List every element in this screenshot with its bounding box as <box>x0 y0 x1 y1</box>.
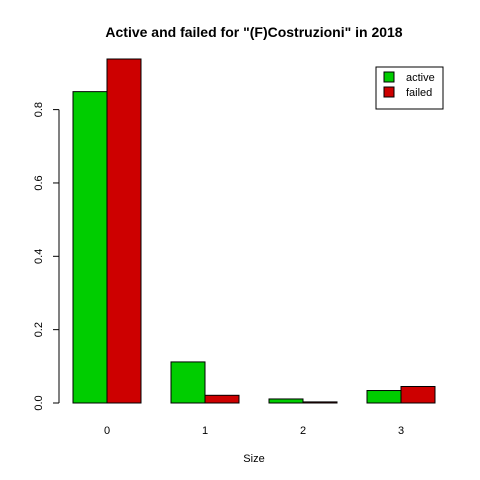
x-axis-label: Size <box>243 453 264 465</box>
bar-failed-2 <box>302 401 338 404</box>
bar-active-3 <box>366 390 402 404</box>
y-tick-label: 0.0 <box>33 395 45 410</box>
bar-active-2 <box>268 398 304 404</box>
bar-active-1 <box>170 361 206 404</box>
y-tick-label: 0.6 <box>33 175 45 190</box>
y-axis: 0.0 0.2 0.4 0.6 0.8 <box>33 102 60 411</box>
bars-layer <box>72 58 436 404</box>
y-tick-label: 0.2 <box>33 322 45 337</box>
bar-failed-0 <box>106 58 142 404</box>
legend-label-failed: failed <box>406 87 432 99</box>
y-tick-label: 0.4 <box>33 249 45 264</box>
legend: active failed <box>375 66 444 110</box>
legend-swatch-active <box>383 71 395 83</box>
x-tick-label-1: 1 <box>202 425 208 437</box>
x-tick-label-3: 3 <box>398 425 404 437</box>
legend-label-active: active <box>406 72 435 84</box>
y-tick-label: 0.8 <box>33 102 45 117</box>
legend-swatch-failed <box>383 86 395 98</box>
x-axis: 0 1 2 3 <box>104 425 404 437</box>
bar-failed-1 <box>204 394 240 404</box>
chart-title: Active and failed for "(F)Costruzioni" i… <box>105 24 402 40</box>
bar-failed-3 <box>400 385 436 404</box>
bar-active-0 <box>72 91 108 404</box>
x-tick-label-2: 2 <box>300 425 306 437</box>
x-tick-label-0: 0 <box>104 425 110 437</box>
